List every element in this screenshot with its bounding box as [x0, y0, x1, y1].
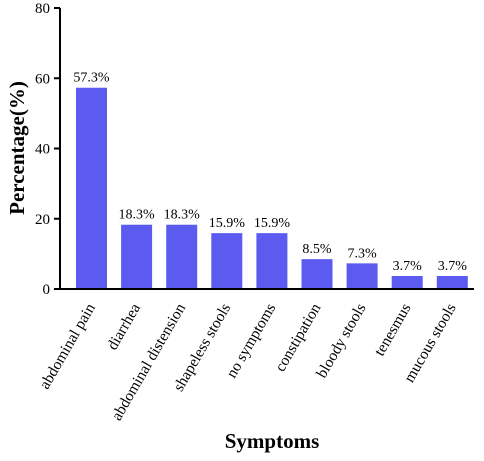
bar	[301, 259, 333, 289]
bar-data-label: 18.3%	[164, 208, 201, 223]
x-category-label: tenesmus	[371, 301, 415, 359]
x-category-label: abdominal pain	[36, 300, 99, 392]
bar-data-label: 15.9%	[209, 216, 246, 231]
x-category-label: constipation	[272, 300, 325, 374]
bar-data-label: 18.3%	[119, 208, 156, 223]
y-tick-label: 40	[35, 142, 50, 158]
y-tick-label: 80	[35, 1, 50, 17]
bar	[436, 276, 468, 289]
bar	[256, 233, 288, 289]
bar-data-label: 15.9%	[254, 216, 291, 231]
y-tick-label: 20	[35, 212, 50, 228]
y-axis-title: Percentage(%)	[5, 81, 29, 215]
bar	[166, 224, 198, 289]
bar-data-label: 3.7%	[438, 259, 468, 274]
bar	[391, 276, 423, 289]
bar	[76, 87, 107, 289]
x-axis-title: Symptoms	[225, 429, 320, 453]
bar-data-label: 57.3%	[73, 71, 110, 86]
y-tick-label: 60	[35, 71, 50, 87]
data-labels-group: 57.3% 18.3% 18.3% 15.9% 15.9% 8.5% 7.3% 3.7% 3.7…	[73, 71, 467, 274]
bar	[211, 233, 243, 289]
bar-data-label: 3.7%	[393, 259, 423, 274]
x-category-label: diarrhea	[104, 300, 144, 353]
y-tick-label: 0	[43, 282, 51, 298]
bar-data-label: 8.5%	[302, 242, 332, 257]
y-axis-ticks: 0 20 40 60 80	[35, 1, 60, 298]
bar	[121, 224, 153, 289]
bar-data-label: 7.3%	[348, 246, 378, 261]
bar	[346, 263, 378, 289]
bars-group	[76, 87, 468, 289]
